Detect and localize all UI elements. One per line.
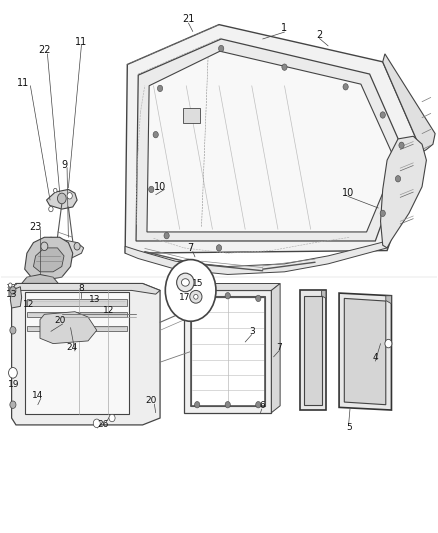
Circle shape	[9, 283, 12, 287]
Ellipse shape	[177, 273, 194, 292]
Circle shape	[256, 401, 261, 408]
Polygon shape	[147, 51, 396, 232]
Circle shape	[194, 401, 200, 408]
Text: 13: 13	[89, 295, 100, 304]
Circle shape	[74, 243, 80, 250]
Text: 8: 8	[78, 284, 85, 293]
Circle shape	[194, 295, 200, 302]
Polygon shape	[18, 274, 60, 305]
Circle shape	[225, 401, 230, 408]
Circle shape	[396, 175, 401, 182]
Text: 14: 14	[32, 391, 43, 400]
Polygon shape	[344, 298, 386, 405]
Polygon shape	[38, 237, 84, 259]
Circle shape	[93, 419, 100, 427]
Circle shape	[57, 193, 66, 204]
Text: 26: 26	[98, 421, 109, 430]
Circle shape	[67, 192, 72, 199]
Circle shape	[9, 368, 17, 378]
Text: 21: 21	[182, 14, 194, 25]
Polygon shape	[12, 284, 160, 425]
Polygon shape	[386, 296, 392, 304]
Circle shape	[10, 369, 16, 376]
Text: 3: 3	[249, 327, 254, 336]
Bar	[183, 108, 200, 123]
Circle shape	[10, 401, 16, 408]
Polygon shape	[12, 284, 160, 294]
Text: 1: 1	[282, 23, 288, 34]
Text: 13: 13	[6, 290, 18, 299]
Text: 11: 11	[17, 78, 29, 88]
Circle shape	[149, 186, 154, 192]
Text: 22: 22	[38, 45, 51, 55]
Text: 12: 12	[23, 300, 35, 309]
Circle shape	[225, 293, 230, 299]
Circle shape	[164, 232, 169, 239]
Circle shape	[380, 210, 385, 216]
Polygon shape	[25, 292, 130, 414]
Text: 17: 17	[179, 293, 191, 302]
Text: 7: 7	[276, 343, 282, 352]
Circle shape	[49, 206, 53, 212]
Circle shape	[282, 64, 287, 70]
Circle shape	[216, 245, 222, 251]
Polygon shape	[40, 312, 97, 344]
Polygon shape	[339, 293, 392, 410]
Ellipse shape	[194, 294, 198, 299]
Polygon shape	[191, 297, 265, 406]
Polygon shape	[304, 296, 321, 405]
Polygon shape	[27, 326, 127, 332]
Text: 12: 12	[103, 305, 114, 314]
Polygon shape	[184, 290, 272, 413]
Circle shape	[385, 340, 392, 348]
Polygon shape	[383, 54, 435, 152]
Text: 20: 20	[146, 397, 157, 406]
Ellipse shape	[181, 279, 189, 286]
Circle shape	[10, 287, 16, 294]
Polygon shape	[381, 136, 426, 248]
Text: 24: 24	[66, 343, 78, 352]
Polygon shape	[125, 241, 387, 274]
Circle shape	[256, 295, 261, 302]
Polygon shape	[125, 25, 422, 253]
Text: 5: 5	[346, 423, 352, 432]
Polygon shape	[46, 189, 77, 209]
Circle shape	[153, 132, 158, 138]
Text: 4: 4	[372, 353, 378, 362]
Polygon shape	[27, 312, 127, 317]
Text: 15: 15	[192, 279, 204, 288]
Polygon shape	[33, 248, 64, 272]
Text: 10: 10	[342, 188, 354, 198]
Text: 11: 11	[75, 37, 88, 46]
Polygon shape	[11, 287, 21, 308]
Circle shape	[219, 45, 224, 52]
Circle shape	[53, 188, 57, 192]
Polygon shape	[136, 39, 406, 241]
Polygon shape	[184, 284, 280, 290]
Text: 23: 23	[29, 222, 42, 232]
Text: 10: 10	[154, 182, 166, 192]
Text: 20: 20	[54, 316, 65, 325]
Ellipse shape	[190, 290, 202, 303]
Text: 2: 2	[316, 30, 322, 41]
Circle shape	[109, 414, 115, 422]
Polygon shape	[27, 300, 127, 306]
Text: 19: 19	[8, 380, 20, 389]
Circle shape	[380, 112, 385, 118]
Text: 9: 9	[61, 160, 67, 171]
Polygon shape	[16, 298, 53, 335]
Circle shape	[10, 327, 16, 334]
Circle shape	[41, 242, 48, 251]
Circle shape	[157, 85, 162, 92]
Polygon shape	[25, 237, 73, 280]
Polygon shape	[272, 284, 280, 413]
Text: 6: 6	[259, 401, 265, 410]
Circle shape	[343, 84, 348, 90]
Circle shape	[399, 142, 404, 149]
Text: 7: 7	[187, 243, 194, 253]
Circle shape	[165, 260, 216, 321]
Polygon shape	[300, 290, 326, 410]
Polygon shape	[321, 290, 326, 298]
